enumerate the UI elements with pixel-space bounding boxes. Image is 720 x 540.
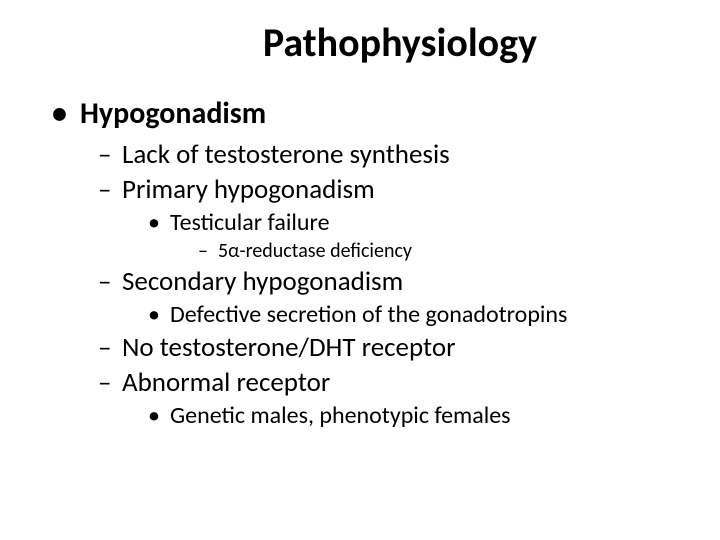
disc-icon: • (148, 401, 170, 430)
disc-icon: • (148, 300, 170, 329)
bullet-level3: •Testicular failure (148, 208, 680, 237)
bullet-text: Testicular failure (170, 208, 330, 237)
bullet-text: Hypogonadism (80, 95, 266, 132)
dash-icon: – (198, 239, 218, 263)
slide: Pathophysiology •Hypogonadism –Lack of t… (0, 0, 720, 540)
bullet-text: Abnormal receptor (122, 366, 330, 399)
slide-title: Pathophysiology (40, 18, 680, 67)
disc-icon: • (148, 208, 170, 237)
bullet-text: Lack of testosterone synthesis (122, 138, 450, 171)
bullet-level2: –Secondary hypogonadism (98, 265, 680, 298)
bullet-level3: •Defective secretion of the gonadotropin… (148, 300, 680, 329)
bullet-level2: –Abnormal receptor (98, 366, 680, 399)
bullet-text: Genetic males, phenotypic females (170, 401, 511, 430)
bullet-text: Defective secretion of the gonadotropins (170, 300, 567, 329)
bullet-level2: –Lack of testosterone synthesis (98, 138, 680, 171)
disc-icon: • (52, 95, 80, 132)
dash-icon: – (98, 138, 122, 171)
bullet-text: 5α-reductase deficiency (218, 239, 412, 263)
bullet-level2: –No testosterone/DHT receptor (98, 331, 680, 364)
dash-icon: – (98, 331, 122, 364)
bullet-level4: –5α-reductase deficiency (198, 239, 680, 263)
dash-icon: – (98, 173, 122, 206)
bullet-level3: •Genetic males, phenotypic females (148, 401, 680, 430)
bullet-level2: –Primary hypogonadism (98, 173, 680, 206)
bullet-text: Secondary hypogonadism (122, 265, 403, 298)
dash-icon: – (98, 366, 122, 399)
bullet-text: No testosterone/DHT receptor (122, 331, 455, 364)
bullet-text: Primary hypogonadism (122, 173, 375, 206)
dash-icon: – (98, 265, 122, 298)
bullet-level1: •Hypogonadism (52, 95, 680, 132)
